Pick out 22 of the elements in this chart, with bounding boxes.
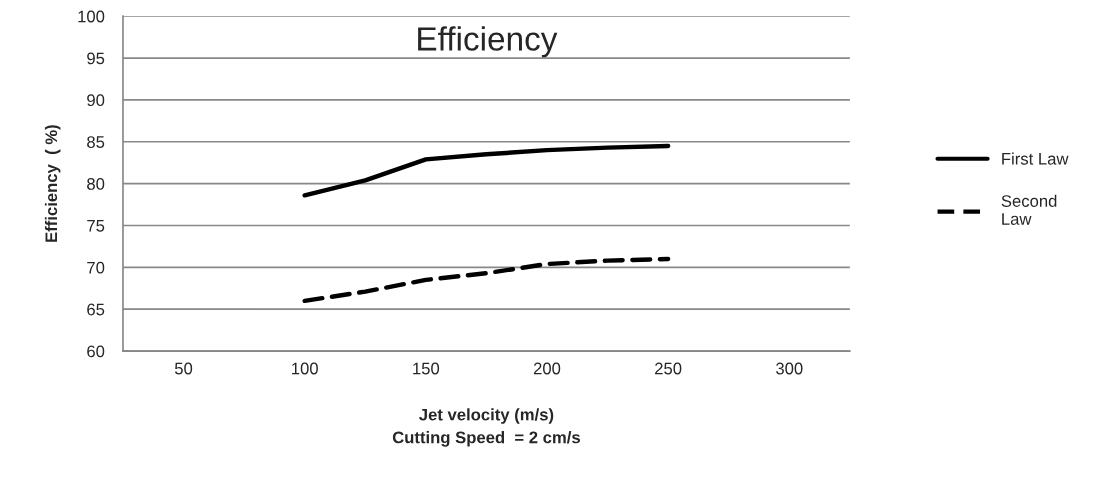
- y-tick-label: 95: [87, 52, 105, 65]
- y-tick-label: 100: [78, 10, 105, 23]
- line-series: [302, 143, 671, 198]
- y-tick-label: 60: [87, 345, 105, 358]
- y-tick-label: 80: [87, 178, 105, 190]
- x-tick-label: 300: [776, 362, 803, 375]
- x-tick-label: 200: [533, 362, 561, 375]
- chart-title: Efficiency: [418, 26, 558, 58]
- legend-label: Second Law: [1001, 194, 1057, 225]
- y-axis-title: Efficiency ( %): [44, 125, 61, 242]
- x-tick-label: 100: [292, 362, 318, 375]
- x-tick-label: 50: [174, 362, 193, 375]
- y-tick-label: 65: [87, 303, 105, 316]
- x-axis-title: Jet velocity (m/s) Cutting Speed = 2 cm/s: [392, 408, 580, 447]
- y-tick-label: 75: [87, 220, 105, 232]
- y-tick-label: 70: [87, 261, 105, 274]
- x-tick-label: 250: [655, 362, 682, 375]
- y-tick-label: 90: [87, 94, 105, 107]
- legend-label: First Law: [1002, 152, 1069, 165]
- line-series: [302, 256, 671, 304]
- y-tick-label: 85: [87, 136, 105, 148]
- x-tick-label: 150: [413, 362, 440, 375]
